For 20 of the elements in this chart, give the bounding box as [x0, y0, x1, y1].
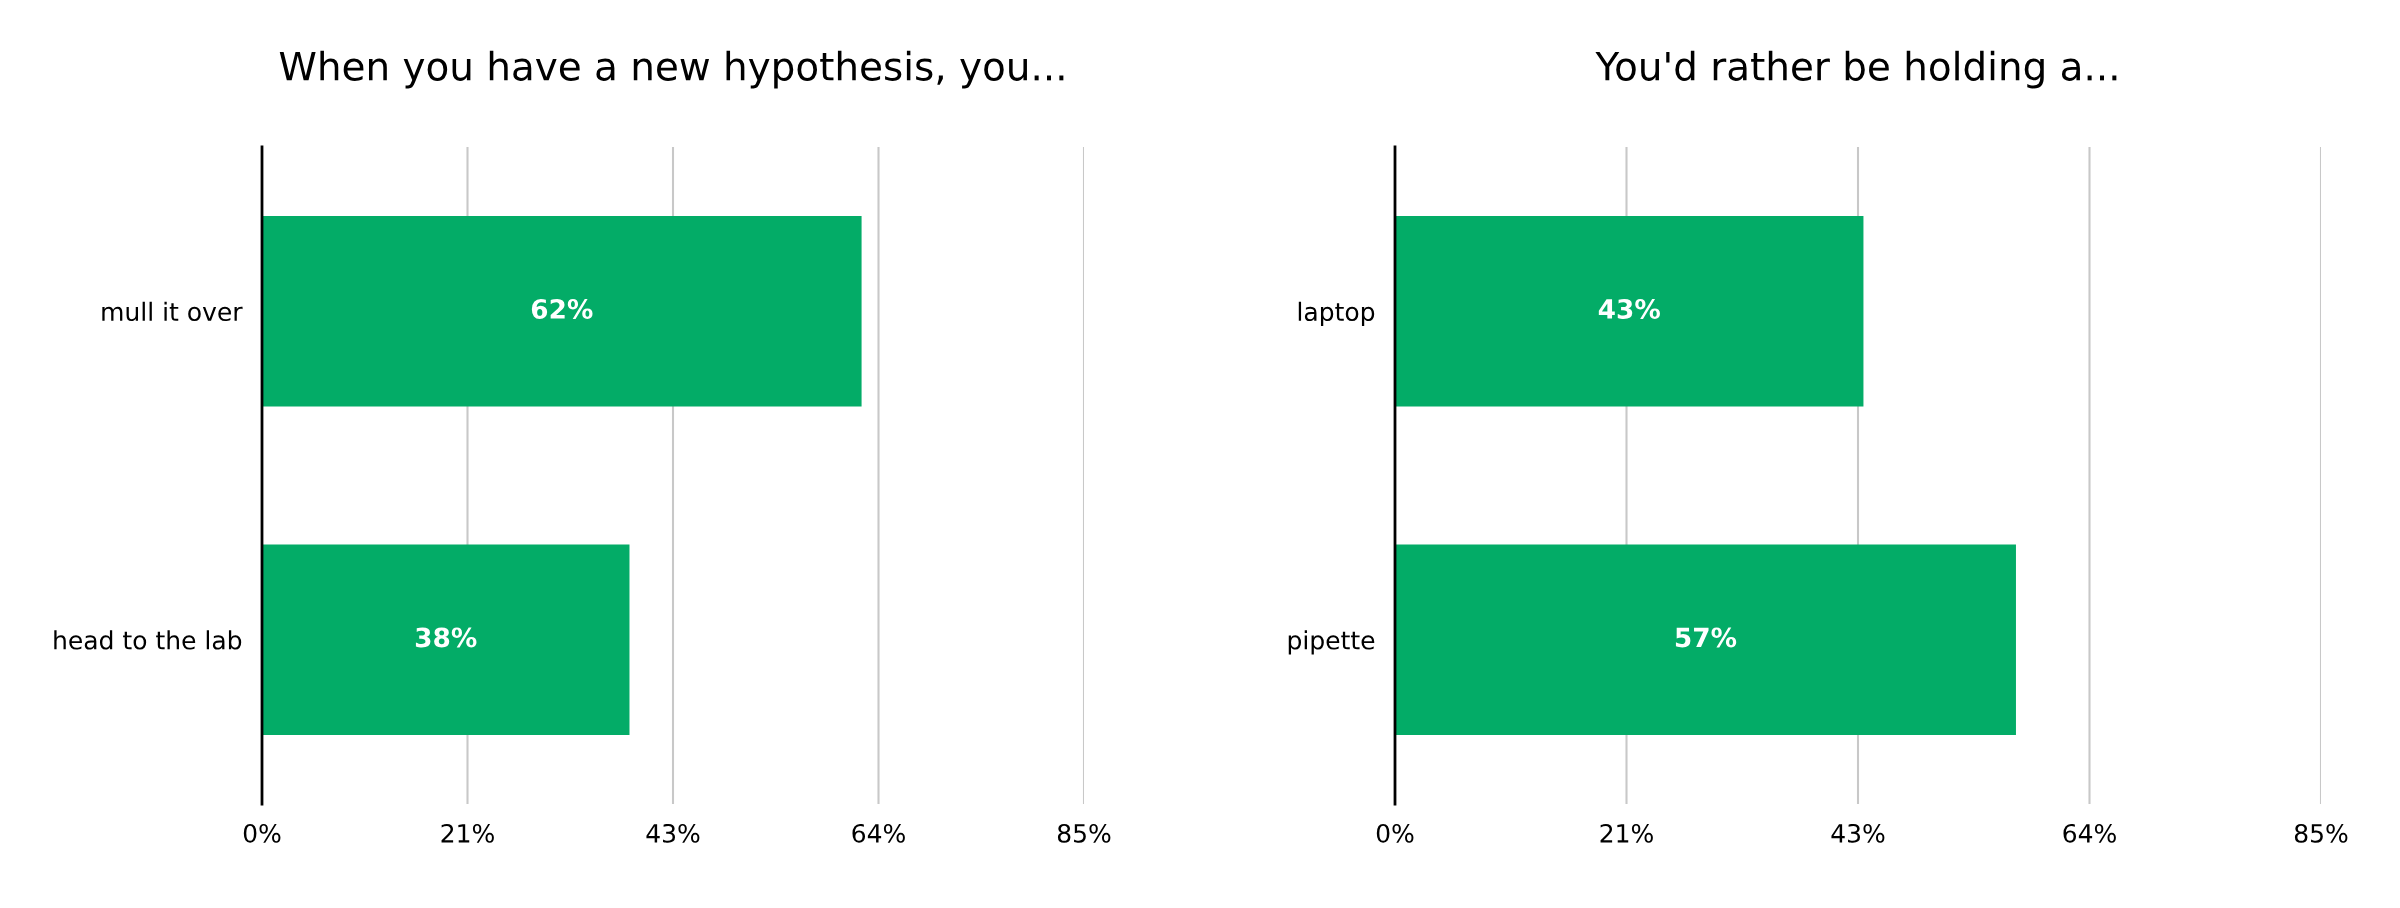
y-tick-label: mull it over: [102, 301, 243, 322]
data-label: 43%: [1598, 298, 1660, 319]
data-label: 38%: [415, 627, 477, 648]
x-tick-label: 21%: [1600, 823, 1653, 843]
x-tick-label: 43%: [1831, 823, 1885, 843]
x-tick-label: 85%: [2294, 823, 2348, 843]
x-tick-label: 0%: [1376, 823, 1414, 843]
y-tick-label: head to the lab: [54, 630, 242, 650]
chart-title: When you have a new hypothesis, you...: [279, 50, 1064, 89]
x-tick-label: 0%: [243, 823, 281, 843]
data-label: 62%: [531, 298, 593, 319]
x-tick-label: 64%: [2063, 823, 2116, 843]
x-tick-label: 21%: [441, 823, 494, 843]
data-label: 57%: [1675, 627, 1737, 648]
y-tick-label: pipette: [1288, 630, 1375, 655]
chart-title: You'd rather be holding a...: [1595, 50, 2117, 89]
y-tick-label: laptop: [1298, 301, 1375, 326]
x-tick-label: 85%: [1057, 823, 1111, 843]
x-tick-label: 43%: [646, 823, 700, 843]
x-tick-label: 64%: [852, 823, 905, 843]
